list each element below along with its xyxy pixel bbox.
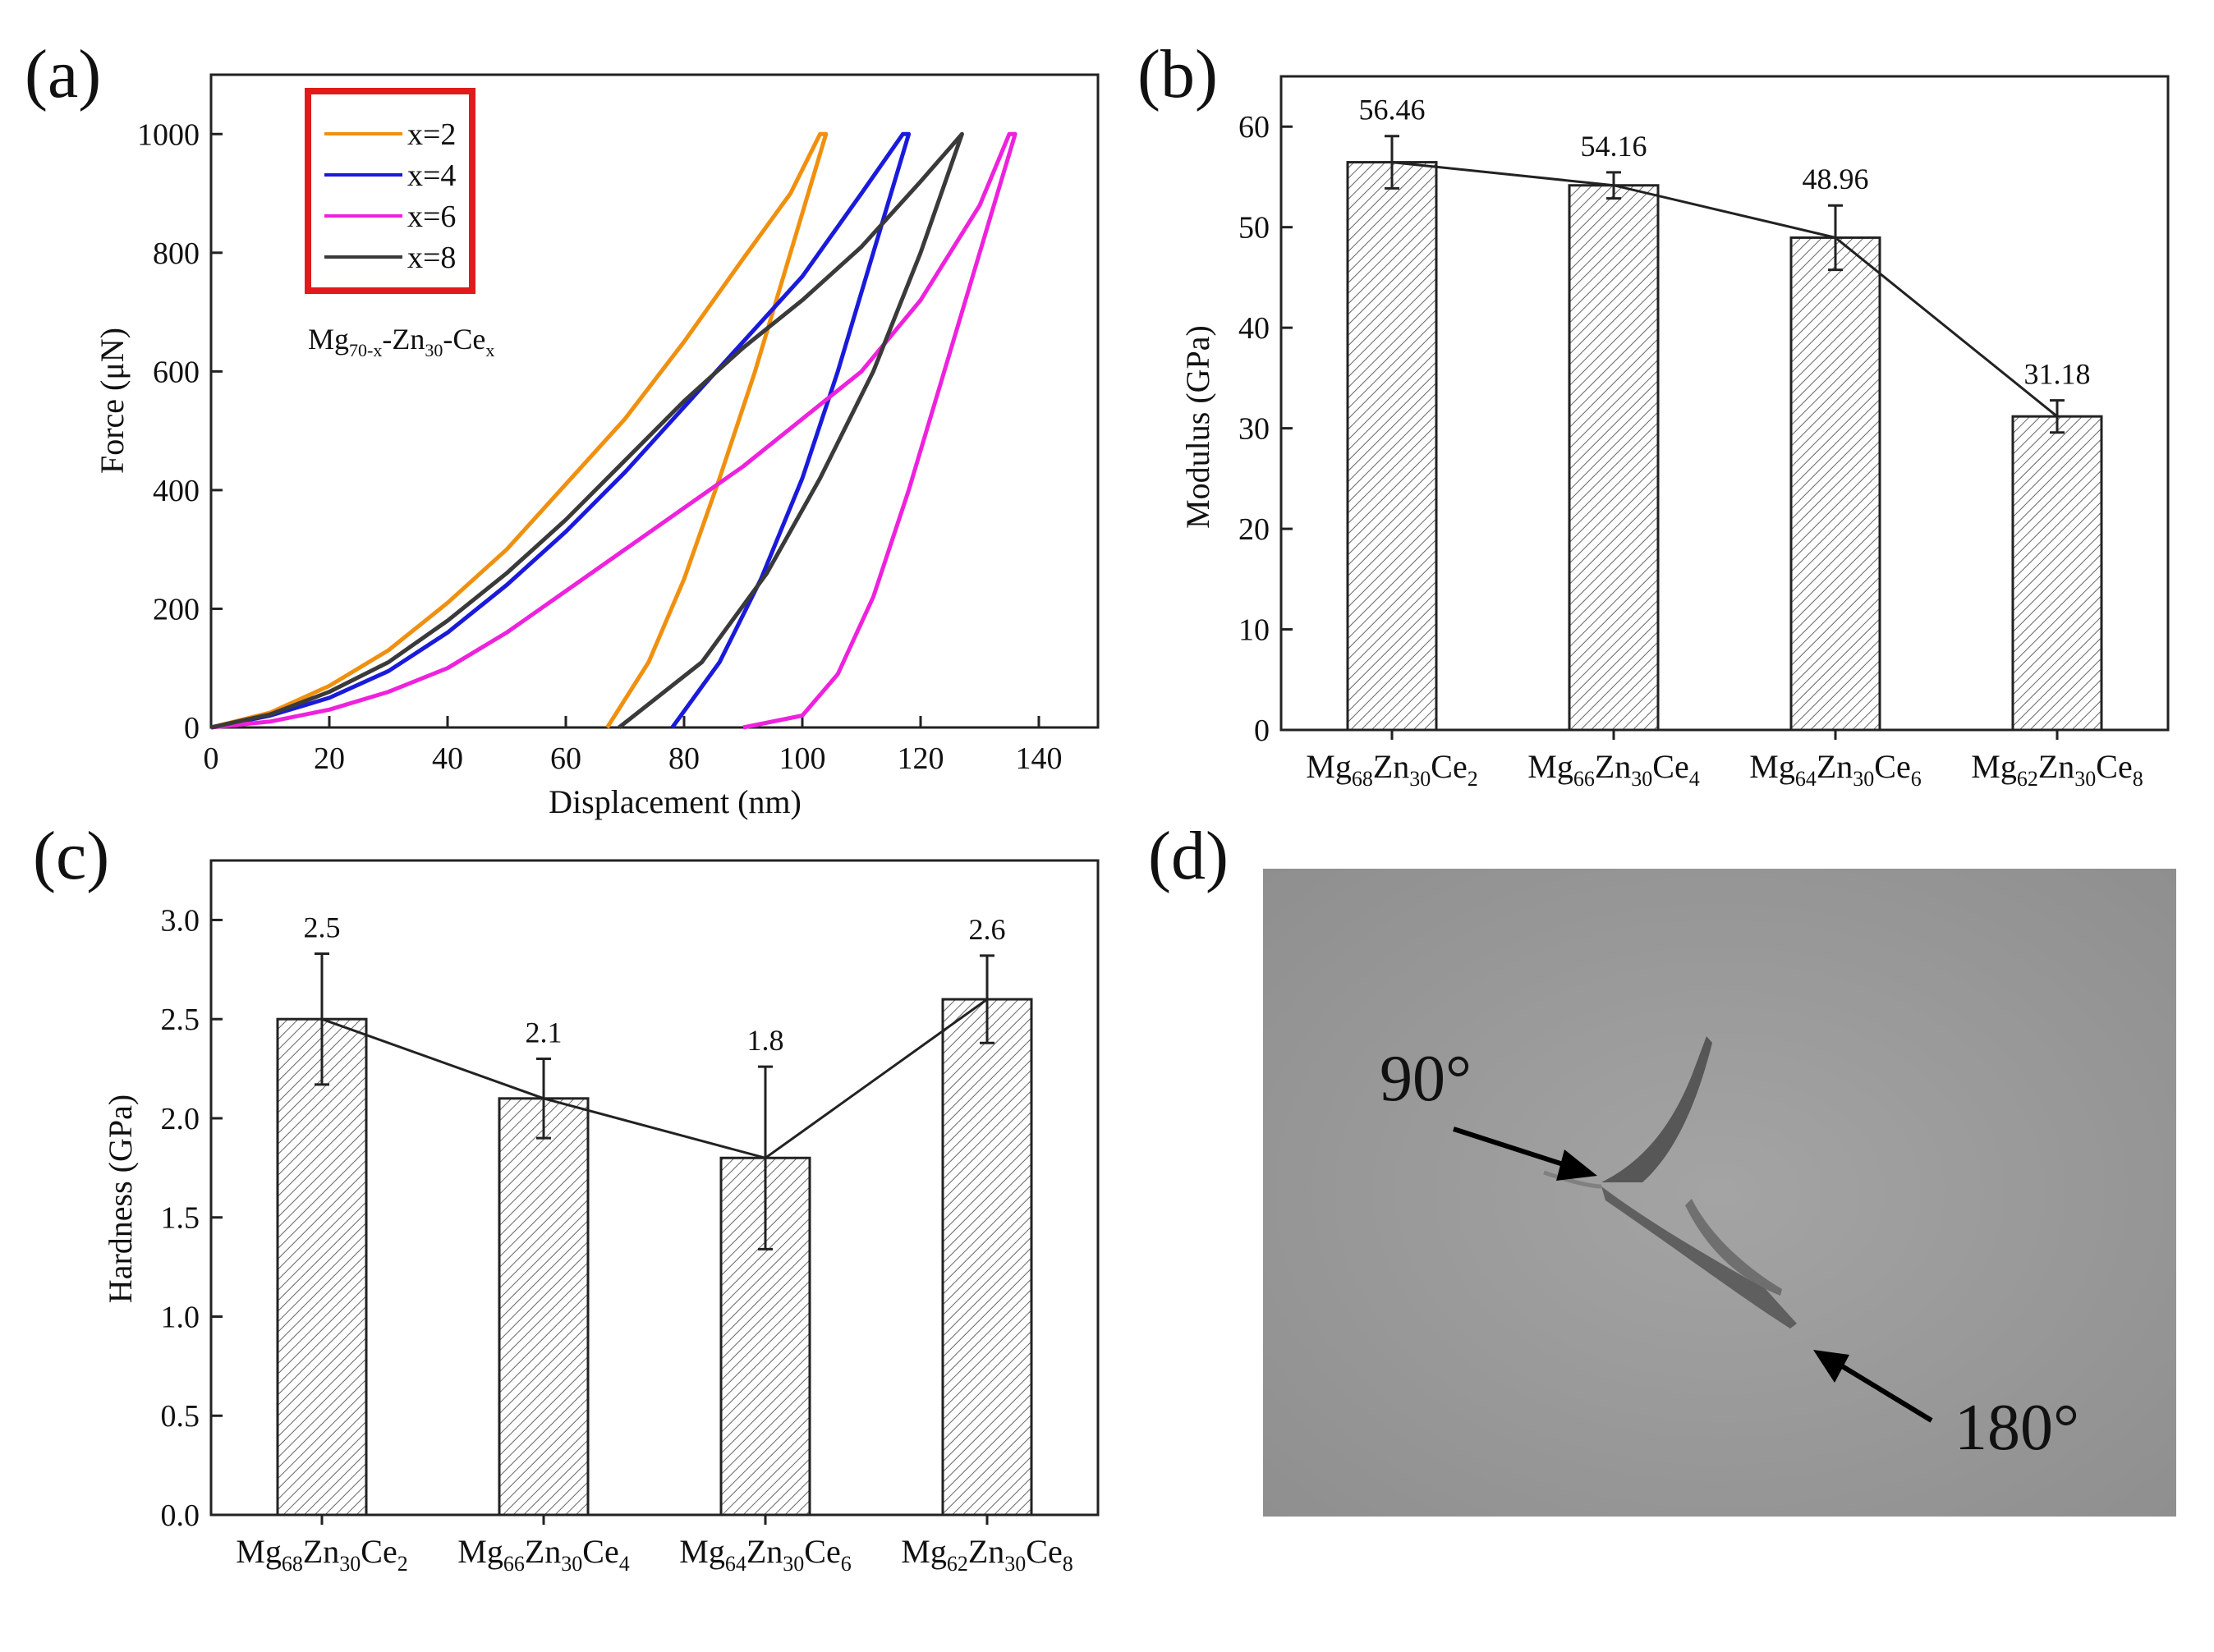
legend-label-x4: x=4 <box>407 158 456 193</box>
chart-a-curve-x6 <box>210 131 1017 730</box>
chart-c-hardness: 0.0 0.5 1.0 1.5 2.0 2.5 3.0 2.5 Mg68Zn30Ce2 2.1 M… <box>102 859 1100 1576</box>
chart-b-bar <box>1568 184 1660 732</box>
chart-c-bar <box>941 998 1033 1517</box>
chart-a-ytick-label: 400 <box>153 474 200 508</box>
chart-b-modulus: 0 10 20 30 40 50 60 56.46 Mg68Zn30Ce2 54.16 Mg66Z… <box>1179 75 2170 791</box>
chart-b-y-axis: 0 10 20 30 40 50 60 <box>1238 110 1293 748</box>
chart-c-y-axis: 0.0 0.5 1.0 1.5 2.0 2.5 3.0 <box>161 903 223 1533</box>
chart-b-ytick-label: 40 <box>1238 311 1270 346</box>
chart-a-legend: x=2 x=4 x=6 x=8 <box>305 88 475 294</box>
chart-a-curve-x8 <box>210 131 964 730</box>
chart-c-ytick-label: 0.0 <box>161 1498 200 1533</box>
micrograph-background <box>1263 869 2176 1517</box>
indent-arm-upper <box>1601 1036 1712 1182</box>
chart-c-category-label: Mg66Zn30Ce4 <box>457 1533 629 1576</box>
chart-c-bar <box>276 1017 368 1517</box>
chart-a-xtick-label: 60 <box>550 741 581 776</box>
micrograph-indent: 90° 180° <box>1263 869 2176 1517</box>
chart-c-value-label: 2.6 <box>969 913 1006 946</box>
chart-a-curve-x2 <box>210 131 829 730</box>
chart-a-ytick-label: 1000 <box>137 117 200 152</box>
chart-a-load-displacement: 0 200 400 600 800 1000 0 20 40 60 80 100 120 140 Dis… <box>94 73 1100 820</box>
annotation-180: 180° <box>1954 1392 2079 1464</box>
chart-c-value-label: 1.8 <box>747 1024 784 1057</box>
chart-b-value-label: 54.16 <box>1581 130 1647 163</box>
chart-b-ytick-label: 20 <box>1238 512 1270 547</box>
chart-c-value-label: 2.5 <box>304 911 341 944</box>
chart-b-bar <box>1789 236 1881 732</box>
chart-c-category-label: Mg68Zn30Ce2 <box>236 1533 407 1576</box>
chart-b-category-label: Mg62Zn30Ce8 <box>1971 748 2143 791</box>
chart-b-frame <box>1279 75 2170 732</box>
chart-c-bars: 2.5 Mg68Zn30Ce2 2.1 Mg66Zn30Ce4 1.8 Mg64Zn30C… <box>236 911 1073 1576</box>
chart-a-xtick-label: 20 <box>314 741 345 776</box>
panel-label-d: (d) <box>1148 818 1229 894</box>
arrow-90-line <box>1453 1127 1582 1172</box>
chart-a-ytick-label: 0 <box>184 711 200 746</box>
chart-b-value-label: 31.18 <box>2024 358 2091 391</box>
chart-a-xtick-label: 100 <box>779 741 826 776</box>
chart-a-frame <box>209 73 1100 729</box>
chart-a-y-axis: 0 200 400 600 800 1000 <box>137 117 223 746</box>
panel-label-c: (c) <box>33 818 109 894</box>
arrow-90-head <box>1556 1150 1597 1181</box>
chart-c-frame <box>209 859 1100 1517</box>
annotation-90: 90° <box>1380 1043 1472 1115</box>
chart-a-curve-x4 <box>210 131 912 730</box>
chart-a-ylabel: Force (μN) <box>94 328 131 474</box>
legend-box <box>305 88 475 294</box>
chart-c-value-label: 2.1 <box>526 1016 563 1049</box>
arrow-180-line <box>1838 1362 1933 1423</box>
legend-label-x6: x=6 <box>407 200 456 234</box>
indent-arm-lower <box>1601 1186 1797 1328</box>
panel-label-b: (b) <box>1137 36 1218 112</box>
chart-a-xtick-label: 120 <box>898 741 944 776</box>
chart-b-category-label: Mg64Zn30Ce6 <box>1749 748 1921 791</box>
chart-c-category-label: Mg62Zn30Ce8 <box>901 1533 1073 1576</box>
chart-a-xtick-label: 140 <box>1016 741 1063 776</box>
indent-arm-middle <box>1685 1199 1782 1296</box>
chart-c-ytick-label: 2.5 <box>161 1003 200 1037</box>
chart-b-ytick-label: 50 <box>1238 211 1270 246</box>
chart-b-value-label: 48.96 <box>1803 163 1869 195</box>
chart-b-ytick-label: 60 <box>1238 110 1270 145</box>
indent-shadow <box>1543 1170 1602 1189</box>
chart-c-ytick-label: 1.5 <box>161 1201 200 1236</box>
chart-c-category-label: Mg64Zn30Ce6 <box>679 1533 851 1576</box>
chart-b-bars: 56.46 Mg68Zn30Ce2 54.16 Mg66Zn30Ce4 48.96 Mg6… <box>1306 94 2143 791</box>
chart-c-bar <box>498 1097 590 1517</box>
legend-label-x8: x=8 <box>407 241 456 275</box>
chart-b-bar <box>1346 161 1438 732</box>
chart-a-composition-label: Mg70-x-Zn30-Cex <box>308 323 494 360</box>
chart-c-ylabel: Hardness (GPa) <box>102 1094 139 1303</box>
panel-label-a: (a) <box>25 36 101 112</box>
chart-b-category-label: Mg66Zn30Ce4 <box>1527 748 1699 791</box>
chart-b-bar <box>2011 415 2103 732</box>
chart-a-curves <box>210 131 1017 730</box>
chart-a-xtick-label: 0 <box>204 741 219 776</box>
chart-a-x-axis: 0 20 40 60 80 100 120 140 <box>204 716 1063 776</box>
chart-a-ytick-label: 200 <box>153 592 200 626</box>
chart-a-xtick-label: 80 <box>668 741 700 776</box>
chart-b-value-label: 56.46 <box>1359 94 1426 126</box>
chart-b-category-label: Mg68Zn30Ce2 <box>1306 748 1477 791</box>
chart-b-trend-line <box>1391 161 2058 418</box>
legend-label-x2: x=2 <box>407 117 456 152</box>
arrow-180-head <box>1813 1350 1849 1383</box>
chart-c-ytick-label: 3.0 <box>161 903 200 938</box>
chart-c-ytick-label: 0.5 <box>161 1399 200 1434</box>
chart-c-ytick-label: 1.0 <box>161 1300 200 1334</box>
chart-c-ytick-label: 2.0 <box>161 1102 200 1136</box>
chart-b-ytick-label: 30 <box>1238 412 1270 447</box>
chart-a-xlabel: Displacement (nm) <box>549 783 802 820</box>
chart-b-ylabel: Modulus (GPa) <box>1179 325 1216 529</box>
chart-b-ytick-label: 10 <box>1238 613 1270 648</box>
chart-c-trend-line <box>321 998 988 1159</box>
chart-a-ytick-label: 600 <box>153 355 200 389</box>
chart-b-ytick-label: 0 <box>1254 714 1270 748</box>
chart-a-xtick-label: 40 <box>432 741 463 776</box>
chart-a-ytick-label: 800 <box>153 236 200 271</box>
